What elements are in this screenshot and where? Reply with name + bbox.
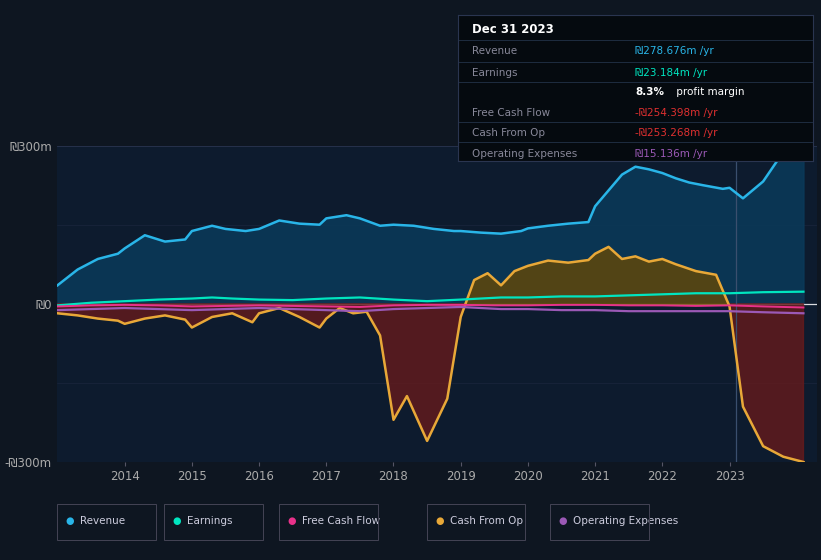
Text: Operating Expenses: Operating Expenses <box>573 516 678 526</box>
Text: ₪15.136m /yr: ₪15.136m /yr <box>635 149 708 159</box>
Text: ●: ● <box>66 516 74 526</box>
Text: ●: ● <box>558 516 566 526</box>
Text: Operating Expenses: Operating Expenses <box>472 149 577 159</box>
Text: ●: ● <box>172 516 181 526</box>
Text: profit margin: profit margin <box>672 87 744 97</box>
Text: ●: ● <box>435 516 443 526</box>
Text: Revenue: Revenue <box>472 46 517 56</box>
Text: -₪253.268m /yr: -₪253.268m /yr <box>635 128 718 138</box>
Text: Earnings: Earnings <box>472 68 518 78</box>
Text: -₪254.398m /yr: -₪254.398m /yr <box>635 108 718 118</box>
Text: ●: ● <box>287 516 296 526</box>
Text: 8.3%: 8.3% <box>635 87 664 97</box>
Text: Earnings: Earnings <box>187 516 232 526</box>
Text: Cash From Op: Cash From Op <box>450 516 523 526</box>
Text: Dec 31 2023: Dec 31 2023 <box>472 23 554 36</box>
Text: ₪278.676m /yr: ₪278.676m /yr <box>635 46 714 56</box>
Text: Free Cash Flow: Free Cash Flow <box>472 108 550 118</box>
Text: ₪23.184m /yr: ₪23.184m /yr <box>635 68 708 78</box>
Text: Free Cash Flow: Free Cash Flow <box>302 516 380 526</box>
Text: Revenue: Revenue <box>80 516 126 526</box>
Text: Cash From Op: Cash From Op <box>472 128 545 138</box>
